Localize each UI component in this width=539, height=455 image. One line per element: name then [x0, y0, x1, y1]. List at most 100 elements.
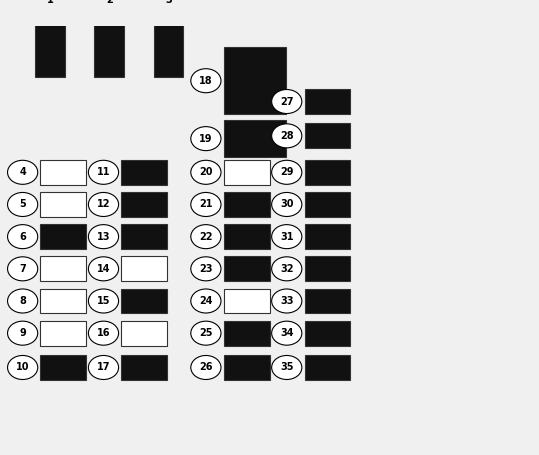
Text: 14: 14: [96, 264, 110, 274]
Text: 12: 12: [96, 199, 110, 209]
Text: 35: 35: [280, 363, 294, 373]
Circle shape: [88, 289, 119, 313]
Text: 22: 22: [199, 232, 213, 242]
FancyBboxPatch shape: [94, 9, 124, 77]
FancyBboxPatch shape: [121, 224, 167, 249]
Text: 26: 26: [199, 363, 213, 373]
Circle shape: [272, 321, 302, 345]
Text: 20: 20: [199, 167, 213, 177]
Circle shape: [88, 160, 119, 184]
Circle shape: [191, 126, 221, 151]
Text: 32: 32: [280, 264, 294, 274]
Text: 18: 18: [199, 76, 213, 86]
FancyBboxPatch shape: [305, 192, 350, 217]
Text: 21: 21: [199, 199, 213, 209]
FancyBboxPatch shape: [305, 288, 350, 313]
Text: 1: 1: [46, 0, 53, 5]
Circle shape: [8, 192, 38, 217]
Circle shape: [8, 160, 38, 184]
Text: 19: 19: [199, 134, 213, 144]
Text: 29: 29: [280, 167, 294, 177]
Text: 6: 6: [19, 232, 26, 242]
FancyBboxPatch shape: [121, 192, 167, 217]
Text: 23: 23: [199, 264, 213, 274]
Text: 13: 13: [96, 232, 110, 242]
FancyBboxPatch shape: [305, 256, 350, 281]
Circle shape: [88, 225, 119, 249]
Circle shape: [272, 192, 302, 217]
Text: 25: 25: [199, 328, 213, 338]
Circle shape: [191, 160, 221, 184]
Circle shape: [191, 225, 221, 249]
Circle shape: [8, 355, 38, 379]
FancyBboxPatch shape: [40, 288, 86, 313]
FancyBboxPatch shape: [40, 321, 86, 346]
FancyBboxPatch shape: [154, 9, 183, 77]
Text: 9: 9: [19, 328, 26, 338]
Circle shape: [94, 0, 124, 12]
Text: 5: 5: [19, 199, 26, 209]
Circle shape: [8, 257, 38, 281]
Circle shape: [88, 321, 119, 345]
FancyBboxPatch shape: [224, 288, 270, 313]
Text: 31: 31: [280, 232, 294, 242]
Circle shape: [191, 192, 221, 217]
FancyBboxPatch shape: [224, 47, 286, 114]
Circle shape: [8, 289, 38, 313]
Circle shape: [191, 321, 221, 345]
Circle shape: [272, 90, 302, 114]
FancyBboxPatch shape: [224, 256, 270, 281]
Text: 8: 8: [19, 296, 26, 306]
FancyBboxPatch shape: [40, 224, 86, 249]
FancyBboxPatch shape: [35, 9, 65, 77]
FancyBboxPatch shape: [121, 288, 167, 313]
Circle shape: [88, 257, 119, 281]
Text: 16: 16: [96, 328, 110, 338]
FancyBboxPatch shape: [224, 224, 270, 249]
Circle shape: [153, 0, 183, 12]
FancyBboxPatch shape: [305, 160, 350, 185]
Circle shape: [88, 192, 119, 217]
FancyBboxPatch shape: [224, 355, 270, 380]
FancyBboxPatch shape: [224, 160, 270, 185]
FancyBboxPatch shape: [305, 89, 350, 114]
Text: 11: 11: [96, 167, 110, 177]
Text: 24: 24: [199, 296, 213, 306]
Circle shape: [272, 289, 302, 313]
Circle shape: [272, 225, 302, 249]
Text: 28: 28: [280, 131, 294, 141]
Text: 2: 2: [106, 0, 113, 5]
FancyBboxPatch shape: [40, 355, 86, 380]
Circle shape: [8, 321, 38, 345]
FancyBboxPatch shape: [40, 160, 86, 185]
Circle shape: [191, 355, 221, 379]
FancyBboxPatch shape: [121, 160, 167, 185]
Text: 33: 33: [280, 296, 294, 306]
FancyBboxPatch shape: [224, 321, 270, 346]
Text: 4: 4: [19, 167, 26, 177]
Text: 10: 10: [16, 363, 30, 373]
Text: 27: 27: [280, 96, 294, 106]
FancyBboxPatch shape: [305, 321, 350, 346]
Circle shape: [34, 0, 65, 12]
Text: 17: 17: [96, 363, 110, 373]
Text: 3: 3: [165, 0, 172, 5]
FancyBboxPatch shape: [224, 121, 286, 157]
FancyBboxPatch shape: [224, 192, 270, 217]
FancyBboxPatch shape: [305, 123, 350, 148]
FancyBboxPatch shape: [121, 256, 167, 281]
FancyBboxPatch shape: [305, 224, 350, 249]
Circle shape: [191, 257, 221, 281]
Circle shape: [88, 355, 119, 379]
FancyBboxPatch shape: [121, 321, 167, 346]
FancyBboxPatch shape: [40, 256, 86, 281]
Circle shape: [272, 355, 302, 379]
Text: 30: 30: [280, 199, 294, 209]
Text: 15: 15: [96, 296, 110, 306]
Text: 7: 7: [19, 264, 26, 274]
FancyBboxPatch shape: [121, 355, 167, 380]
Circle shape: [272, 124, 302, 148]
Text: 34: 34: [280, 328, 294, 338]
FancyBboxPatch shape: [305, 355, 350, 380]
FancyBboxPatch shape: [40, 192, 86, 217]
